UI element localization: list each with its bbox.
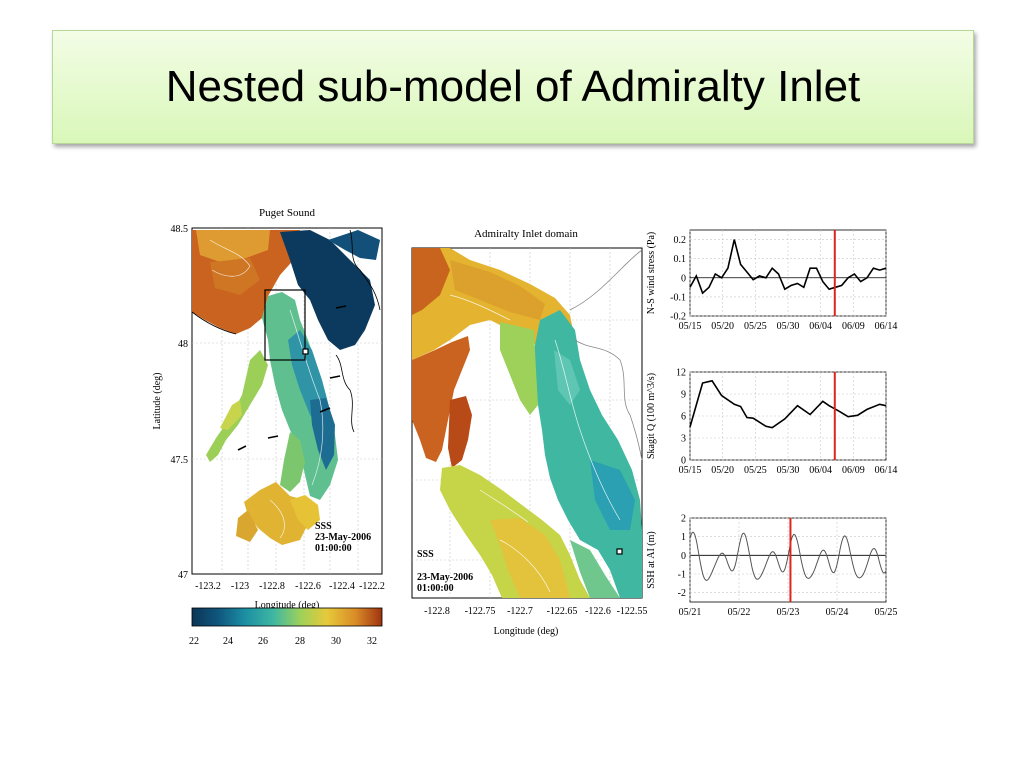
ytick-label: 0: [681, 273, 686, 284]
ytick-label: 0: [681, 551, 686, 562]
map-puget-xtick: -123: [231, 581, 249, 592]
xtick-label: 06/04: [809, 465, 832, 476]
map-admiralty-xtick: -122.8: [424, 606, 450, 617]
map-puget-ytick: 47.5: [171, 455, 189, 466]
map-puget-xlabel: Longitude (deg): [255, 600, 320, 611]
chart-panel-2: 12 9 6 3 005/15 05/20 05/25 05/30 06/04 06/09 06/1…: [646, 368, 897, 477]
ytick-label: 0: [681, 456, 686, 467]
map-admiralty-title: Admiralty Inlet domain: [474, 228, 578, 240]
map-puget-xtick: -122.8: [259, 581, 285, 592]
map-admiralty-xtick: -122.65: [547, 606, 578, 617]
chart-panel-3: 2 1 0 -1 -2 05/21 05/22 05/23 05/24 05/25 SSH at A…: [646, 514, 897, 619]
map-puget-ytick: 48.5: [171, 224, 189, 235]
ytick-label: 9: [681, 390, 686, 401]
ytick-label: -1: [678, 570, 686, 581]
xtick-label: 06/14: [875, 465, 898, 476]
xtick-label: 06/14: [875, 321, 898, 332]
map-admiralty-xtick: -122.6: [585, 606, 611, 617]
chart-frame: [689, 229, 887, 317]
map-puget-sound: Puget Sound: [152, 207, 385, 611]
map-puget-date: 23-May-2006: [315, 532, 371, 543]
colorbar-tick: 24: [223, 636, 233, 647]
xtick-label: 05/20: [711, 465, 734, 476]
xtick-label: 05/30: [777, 465, 800, 476]
map-admiralty-date: 23-May-2006: [417, 572, 473, 583]
map-puget-xtick: -122.2: [359, 581, 385, 592]
colorbar: 22 24 26 28 30 32: [189, 607, 383, 647]
ytick-label: -2: [678, 588, 686, 599]
title-banner: Nested sub-model of Admiralty Inlet: [52, 30, 974, 144]
xtick-label: 05/24: [826, 607, 849, 618]
map-puget-time: 01:00:00: [315, 543, 352, 554]
xtick-label: 05/15: [679, 321, 702, 332]
ytick-label: -0.2: [670, 312, 686, 323]
slide-title: Nested sub-model of Admiralty Inlet: [165, 62, 861, 111]
map-puget-title: Puget Sound: [259, 207, 315, 219]
ytick-label: 3: [681, 434, 686, 445]
map-admiralty-xtick: -122.7: [507, 606, 533, 617]
colorbar-scale: [191, 607, 383, 627]
ytick-label: 12: [676, 368, 686, 379]
map-admiralty-time: 01:00:00: [417, 583, 454, 594]
xtick-label: 05/25: [744, 321, 767, 332]
xtick-label: 05/20: [711, 321, 734, 332]
ylabel: N-S wind stress (Pa): [646, 232, 657, 315]
map-admiralty-xtick: -122.75: [465, 606, 496, 617]
ytick-label: -0.1: [670, 292, 686, 303]
map-puget-xtick: -122.4: [329, 581, 355, 592]
xtick-label: 05/30: [777, 321, 800, 332]
colorbar-tick: 30: [331, 636, 341, 647]
map-puget-xtick: -122.6: [295, 581, 321, 592]
xtick-label: 05/23: [777, 607, 800, 618]
xtick-label: 05/15: [679, 465, 702, 476]
time-series-charts: 0.20.10-0.1-0.205/15 05/20 05/25 05/30 06/04…: [646, 229, 898, 619]
ytick-label: 6: [681, 412, 686, 423]
map-admiralty-sss: SSS: [417, 549, 434, 560]
colorbar-tick: 28: [295, 636, 305, 647]
chart-panel-1: 0.2 0.1 0 -0.1 -0.205/15 05/20 05/25 05/30 06/04…: [646, 229, 898, 332]
map-admiralty-inlet: Admiralty Inlet domain: [411, 228, 648, 637]
series-line: [689, 239, 887, 295]
ylabel: Skagit Q (100 m^3/s): [646, 373, 657, 459]
map-puget-xtick: -123.2: [195, 581, 221, 592]
map-admiralty-xtick: -122.55: [617, 606, 648, 617]
xtick-label: 05/25: [875, 607, 898, 618]
ytick-label: 0.2: [674, 235, 687, 246]
series-line: [689, 379, 887, 429]
xtick-label: 05/21: [679, 607, 702, 618]
xtick-label: 05/22: [728, 607, 751, 618]
figure: Puget Sound: [152, 207, 898, 647]
ylabel: SSH at AI (m): [646, 531, 657, 589]
xtick-label: 05/25: [744, 465, 767, 476]
colorbar-tick: 26: [258, 636, 268, 647]
colorbar-tick: 22: [189, 636, 199, 647]
map-puget-ytick: 47: [178, 570, 188, 581]
xtick-label: 06/04: [809, 321, 832, 332]
xtick-label: 06/09: [842, 321, 865, 332]
ytick-label: 1: [681, 532, 686, 543]
map-admiralty-xlabel: Longitude (deg): [494, 626, 559, 637]
map-puget-sss: SSS: [315, 521, 332, 532]
ytick-label: 0.1: [674, 254, 687, 265]
map-puget-ytick: 48: [178, 339, 188, 350]
ytick-label: 2: [681, 514, 686, 525]
colorbar-tick: 32: [367, 636, 377, 647]
map-puget-ylabel: Latitude (deg): [152, 373, 163, 430]
xtick-label: 06/09: [842, 465, 865, 476]
series-line: [689, 531, 887, 581]
